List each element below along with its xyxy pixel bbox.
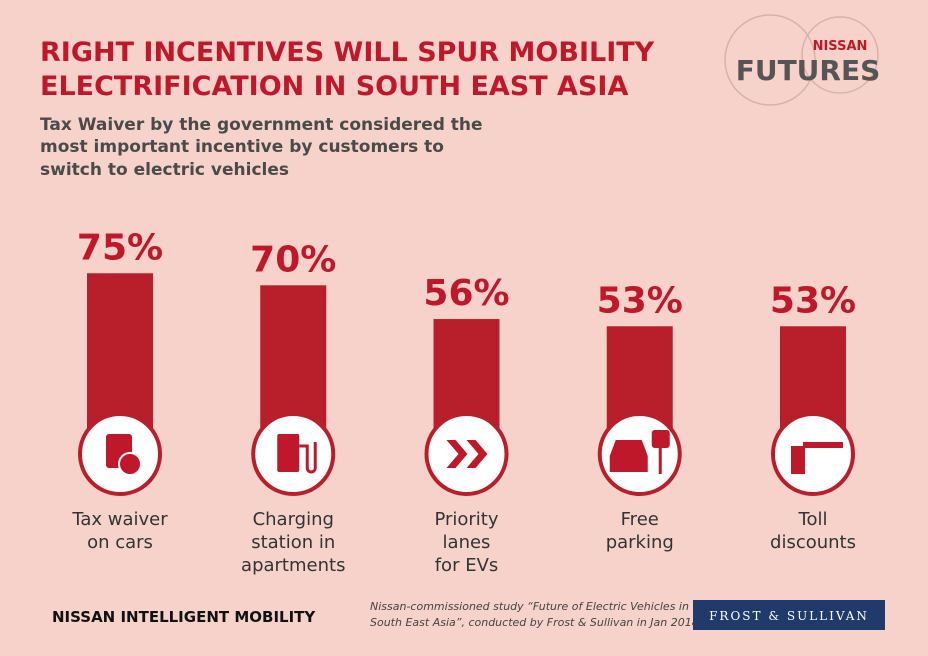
logo-ornament [801,16,879,94]
value-label: 53% [597,280,683,321]
category-label: Toll [798,509,828,530]
brand-name: NISSAN [813,39,868,54]
title-line: ELECTRIFICATION IN SOUTH EAST ASIA [40,71,628,102]
category-label: Tax waiver [71,509,168,530]
partner-logo: FROST & SULLIVAN [709,609,869,623]
icon [609,440,648,472]
title-line: RIGHT INCENTIVES WILL SPUR MOBILITY [40,37,655,68]
category-label: discounts [770,532,856,553]
logo-ornament [724,14,816,106]
category-label: Charging [253,509,334,530]
value-label: 53% [770,280,856,321]
category-label: station in [251,532,335,553]
icon [299,442,317,474]
value-label: 75% [77,227,163,268]
brand-sub: FUTURES [736,54,881,87]
category-label: apartments [241,555,345,576]
value-label: 70% [250,239,336,280]
icon [658,448,662,474]
icon [277,434,300,472]
category-label: for EVs [435,555,499,576]
source-line: South East Asia”, conducted by Frost & S… [370,616,699,629]
subtitle-line: switch to electric vehicles [40,160,289,180]
subtitle-line: Tax Waiver by the government considered … [40,115,483,135]
source-line: Nissan-commissioned study “Future of Ele… [370,600,689,613]
icon [791,446,805,474]
category-label: lanes [443,532,491,553]
icon [651,430,670,448]
subtitle-line: most important incentive by customers to [40,137,444,157]
category-label: on cars [87,532,153,553]
brand-logo: NISSAN FUTURES [724,14,881,106]
value-label: 56% [423,273,509,314]
category-label: parking [606,532,674,553]
icon [446,440,488,468]
icon [803,442,843,448]
partner-logo-box [693,600,885,630]
category-label: Free [621,509,659,530]
icon [118,452,142,476]
footer-logo: NISSAN INTELLIGENT MOBILITY [52,608,316,626]
icon-circle [771,412,855,496]
category-label: Priority [434,509,498,530]
